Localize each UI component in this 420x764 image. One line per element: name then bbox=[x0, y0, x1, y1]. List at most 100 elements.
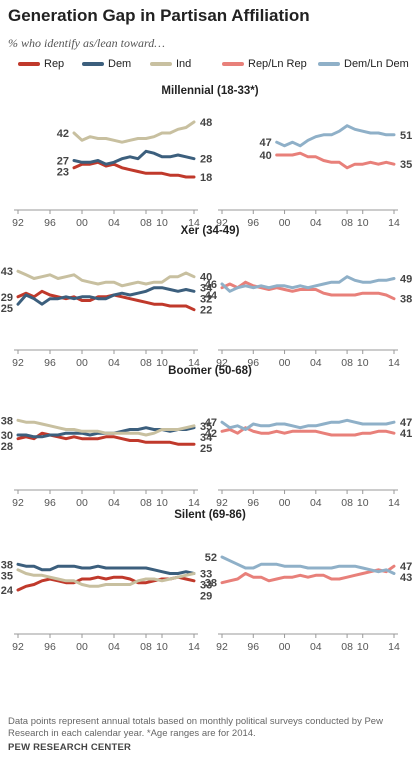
x-tick-label-silent-69-86-right-00: 00 bbox=[279, 641, 291, 653]
x-tick-label-xer-34-49-left-92: 92 bbox=[12, 357, 24, 369]
x-tick-label-boomer-50-68-right-96: 96 bbox=[247, 497, 259, 509]
value-label-millennial-18-33-right-start-40: 40 bbox=[259, 150, 271, 162]
x-tick-label-xer-34-49-left-10: 10 bbox=[156, 357, 168, 369]
value-label-xer-34-49-right-start-46: 46 bbox=[205, 279, 217, 291]
value-label-silent-69-86-right-start-38: 38 bbox=[205, 578, 217, 590]
series-line-silent-69-86-ind bbox=[16, 568, 196, 588]
series-line-xer-34-49-rep-ln-rep bbox=[220, 280, 396, 301]
panel-title-xer-34-49: Xer (34-49) bbox=[181, 225, 240, 237]
series-line-boomer-50-68-dem-ln-dem bbox=[220, 418, 396, 431]
x-tick-label-millennial-18-33-left-14: 14 bbox=[188, 217, 200, 229]
value-label-xer-34-49-left-end-34: 34 bbox=[200, 283, 213, 295]
value-label-millennial-18-33-left-start-27: 27 bbox=[57, 156, 69, 168]
x-tick-label-xer-34-49-left-00: 00 bbox=[76, 357, 88, 369]
x-tick-label-silent-69-86-left-00: 00 bbox=[76, 641, 88, 653]
value-label-xer-34-49-right-start-44: 44 bbox=[205, 290, 218, 302]
x-tick-label-millennial-18-33-right-00: 00 bbox=[279, 217, 291, 229]
value-label-silent-69-86-right-end-43: 43 bbox=[400, 572, 412, 584]
x-tick-label-silent-69-86-right-10: 10 bbox=[357, 641, 369, 653]
chart-title: Generation Gap in Partisan Affiliation bbox=[8, 6, 310, 25]
series-line-millennial-18-33-ind bbox=[72, 120, 196, 144]
x-tick-label-xer-34-49-left-08: 08 bbox=[140, 357, 152, 369]
x-tick-label-millennial-18-33-right-10: 10 bbox=[357, 217, 369, 229]
x-tick-label-millennial-18-33-left-08: 08 bbox=[140, 217, 152, 229]
value-label-boomer-50-68-right-start-42: 42 bbox=[205, 428, 217, 440]
legend-label-dem-ln-dem: Dem/Ln Dem bbox=[344, 58, 409, 70]
x-tick-label-silent-69-86-left-92: 92 bbox=[12, 641, 24, 653]
value-label-millennial-18-33-left-end-18: 18 bbox=[200, 172, 212, 184]
value-label-boomer-50-68-right-end-47: 47 bbox=[400, 417, 412, 429]
series-line-xer-34-49-rep bbox=[16, 289, 196, 312]
value-label-millennial-18-33-right-start-47: 47 bbox=[259, 137, 271, 149]
legend-item-dem-ln-dem: Dem/Ln Dem bbox=[318, 58, 409, 70]
footnote: Data points represent annual totals base… bbox=[8, 716, 383, 739]
x-tick-label-boomer-50-68-left-96: 96 bbox=[44, 497, 56, 509]
series-line-xer-34-49-dem bbox=[16, 286, 196, 306]
series-line-silent-69-86-dem-ln-dem bbox=[220, 555, 396, 575]
legend-swatch-rep-ln-rep bbox=[222, 62, 244, 67]
legend-swatch-rep bbox=[18, 62, 40, 67]
value-label-silent-69-86-left-start-35: 35 bbox=[1, 570, 13, 582]
x-tick-label-silent-69-86-left-14: 14 bbox=[188, 641, 200, 653]
x-tick-label-boomer-50-68-right-14: 14 bbox=[388, 497, 400, 509]
x-tick-label-silent-69-86-right-96: 96 bbox=[247, 641, 259, 653]
source-credit: PEW RESEARCH CENTER bbox=[8, 742, 132, 753]
value-label-silent-69-86-right-end-47: 47 bbox=[400, 561, 412, 573]
x-tick-label-xer-34-49-right-14: 14 bbox=[388, 357, 400, 369]
series-line-millennial-18-33-dem bbox=[72, 149, 196, 166]
legend-label-ind: Ind bbox=[176, 58, 192, 70]
legend-swatch-dem-ln-dem bbox=[318, 62, 340, 67]
value-label-millennial-18-33-right-end-35: 35 bbox=[400, 159, 412, 171]
value-label-xer-34-49-left-end-40: 40 bbox=[200, 272, 212, 284]
legend-label-dem: Dem bbox=[108, 58, 132, 70]
panel-title-millennial-18-33: Millennial (18-33*) bbox=[161, 85, 258, 97]
legend-swatch-dem bbox=[82, 62, 104, 67]
x-tick-label-silent-69-86-left-04: 04 bbox=[108, 641, 120, 653]
series-line-xer-34-49-ind bbox=[16, 269, 196, 288]
x-tick-label-boomer-50-68-right-00: 00 bbox=[279, 497, 291, 509]
value-label-xer-34-49-right-end-38: 38 bbox=[400, 294, 412, 306]
value-label-xer-34-49-left-end-22: 22 bbox=[200, 305, 212, 317]
series-line-millennial-18-33-rep-ln-rep bbox=[275, 151, 396, 170]
x-tick-label-millennial-18-33-right-14: 14 bbox=[388, 217, 400, 229]
x-tick-label-xer-34-49-right-00: 00 bbox=[279, 357, 291, 369]
x-tick-label-boomer-50-68-right-08: 08 bbox=[341, 497, 353, 509]
series-line-millennial-18-33-rep bbox=[72, 160, 196, 179]
value-label-boomer-50-68-left-start-30: 30 bbox=[1, 430, 13, 442]
value-label-boomer-50-68-right-start-47: 47 bbox=[205, 417, 217, 429]
legend: Rep Dem Ind Rep/Ln Rep Dem/Ln Dem bbox=[0, 58, 420, 78]
x-tick-label-xer-34-49-left-14: 14 bbox=[188, 357, 200, 369]
value-label-silent-69-86-right-start-52: 52 bbox=[205, 552, 217, 564]
x-tick-label-xer-34-49-left-96: 96 bbox=[44, 357, 56, 369]
value-label-boomer-50-68-left-end-25: 25 bbox=[200, 443, 212, 455]
value-label-xer-34-49-left-start-43: 43 bbox=[1, 266, 13, 278]
x-tick-label-boomer-50-68-left-92: 92 bbox=[12, 497, 24, 509]
x-tick-label-xer-34-49-left-04: 04 bbox=[108, 357, 120, 369]
x-tick-label-silent-69-86-left-08: 08 bbox=[140, 641, 152, 653]
value-label-xer-34-49-right-end-49: 49 bbox=[400, 274, 412, 286]
x-tick-label-boomer-50-68-right-04: 04 bbox=[310, 497, 322, 509]
x-tick-label-silent-69-86-right-92: 92 bbox=[216, 641, 228, 653]
panel-title-silent-69-86: Silent (69-86) bbox=[174, 509, 246, 521]
value-label-boomer-50-68-left-end-34: 34 bbox=[200, 432, 213, 444]
panel-title-boomer-50-68: Boomer (50-68) bbox=[168, 365, 252, 377]
x-tick-label-boomer-50-68-right-10: 10 bbox=[357, 497, 369, 509]
series-line-silent-69-86-rep-ln-rep bbox=[220, 564, 396, 585]
x-tick-label-millennial-18-33-right-92: 92 bbox=[216, 217, 228, 229]
x-tick-label-silent-69-86-left-96: 96 bbox=[44, 641, 56, 653]
x-tick-label-xer-34-49-right-10: 10 bbox=[357, 357, 369, 369]
series-line-boomer-50-68-rep-ln-rep bbox=[220, 426, 396, 437]
x-tick-label-boomer-50-68-left-14: 14 bbox=[188, 497, 200, 509]
legend-item-rep: Rep bbox=[18, 58, 64, 70]
value-label-silent-69-86-left-end-29: 29 bbox=[200, 591, 212, 603]
x-tick-label-silent-69-86-right-08: 08 bbox=[341, 641, 353, 653]
value-label-millennial-18-33-right-end-51: 51 bbox=[400, 130, 412, 142]
series-line-boomer-50-68-ind bbox=[16, 418, 196, 437]
value-label-boomer-50-68-left-end-35: 35 bbox=[200, 421, 212, 433]
x-tick-label-xer-34-49-right-04: 04 bbox=[310, 357, 322, 369]
x-tick-label-silent-69-86-right-04: 04 bbox=[310, 641, 322, 653]
x-tick-label-xer-34-49-right-96: 96 bbox=[247, 357, 259, 369]
value-label-boomer-50-68-left-start-38: 38 bbox=[1, 415, 13, 427]
chart-subtitle: % who identify as/lean toward… bbox=[8, 36, 165, 50]
